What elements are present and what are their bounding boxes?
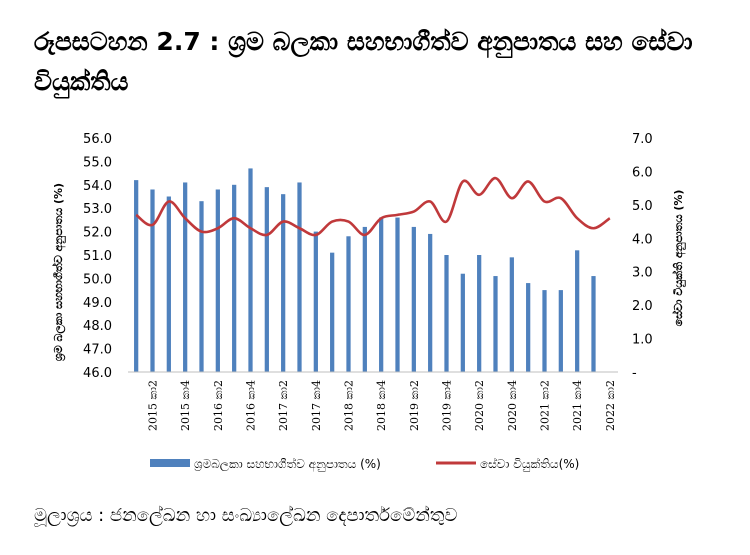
bar-25	[542, 290, 547, 372]
line-series	[135, 176, 611, 237]
x-tick-label: 2018 කා2	[343, 380, 356, 431]
left-tick-label: 47.0	[83, 343, 112, 358]
legend: ශ්‍රමබලකා සහභාගීත්ව අනුපාතය (%) සේවා විය…	[150, 457, 579, 472]
bar-23	[509, 257, 514, 372]
left-tick-label: 52.0	[83, 226, 112, 241]
chart-title: රූපසටහන 2.7 : ශ්‍රම බලකා සහභාගීත්ව අනුපා…	[34, 27, 693, 96]
bar-1	[150, 189, 155, 372]
bar-24	[526, 283, 531, 372]
left-tick-label: 56.0	[83, 132, 112, 147]
bar-series	[134, 168, 596, 372]
right-tick-label: 1.0	[632, 333, 653, 348]
bar-28	[591, 276, 596, 372]
x-tick-label: 2019 කා2	[408, 380, 421, 431]
left-tick-label: 50.0	[83, 272, 112, 287]
left-tick-label: 55.0	[83, 155, 112, 170]
x-tick-label: 2019 කා4	[441, 380, 454, 431]
bar-26	[558, 290, 563, 372]
bar-2	[166, 196, 171, 372]
bar-17	[411, 226, 416, 372]
unemployment-line	[135, 176, 611, 237]
x-tick-label: 2021 කා2	[539, 380, 552, 431]
right-tick-label: 6.0	[632, 165, 653, 180]
bar-27	[575, 250, 580, 372]
bar-5	[215, 189, 220, 372]
left-tick-label: 53.0	[83, 202, 112, 217]
x-tick-label: 2016 කා4	[245, 380, 258, 431]
x-tick-label: 2020 කා2	[473, 380, 486, 431]
right-axis-label: සේවා වියුක්ති අනුපාතය (%)	[671, 190, 687, 327]
bar-21	[477, 255, 482, 372]
x-axis-ticks: 2015 කා2 2015 කා4 2016 කා2 2016 කා4 2017 කා2…	[147, 380, 617, 431]
legend-label-line: සේවා වියුක්තිය(%)	[480, 457, 579, 472]
x-tick-label: 2017 කා4	[310, 380, 323, 431]
bar-10	[297, 182, 302, 372]
bar-8	[264, 187, 269, 372]
right-tick-label: -	[632, 366, 637, 381]
bar-3	[183, 182, 188, 372]
bar-7	[248, 168, 253, 372]
left-axis-ticks: 46.0 47.0 48.0 49.0 50.0 51.0 52.0 53.0 54.0 55.0…	[83, 132, 112, 381]
bar-14	[362, 226, 367, 372]
bar-18	[428, 233, 433, 372]
x-tick-label: 2020 කා4	[506, 380, 519, 431]
bar-12	[330, 252, 335, 372]
left-tick-label: 51.0	[83, 249, 112, 264]
bar-19	[444, 255, 449, 372]
left-tick-label: 49.0	[83, 296, 112, 311]
x-tick-label: 2015 කා4	[179, 380, 192, 431]
bar-22	[493, 276, 498, 372]
bar-4	[199, 201, 204, 372]
legend-swatch-bar	[150, 459, 190, 467]
x-tick-label: 2021 කා4	[571, 380, 584, 431]
left-tick-label: 46.0	[83, 366, 112, 381]
right-tick-label: 4.0	[632, 232, 653, 247]
bar-15	[379, 217, 384, 372]
bar-9	[281, 194, 286, 372]
chart-area: 46.0 47.0 48.0 49.0 50.0 51.0 52.0 53.0 54.0 55.0…	[51, 132, 687, 472]
x-tick-label: 2016 කා2	[212, 380, 225, 431]
bar-20	[460, 273, 465, 372]
right-axis-ticks: - 1.0 2.0 3.0 4.0 5.0 6.0 7.0	[632, 132, 653, 381]
legend-label-bar: ශ්‍රමබලකා සහභාගීත්ව අනුපාතය (%)	[194, 457, 381, 472]
x-tick-label: 2015 කා2	[147, 380, 160, 431]
left-tick-label: 54.0	[83, 179, 112, 194]
bar-16	[395, 217, 400, 372]
right-tick-label: 7.0	[632, 132, 653, 147]
bar-6	[232, 184, 237, 372]
x-tick-label: 2022 කා2	[604, 380, 617, 431]
right-tick-label: 2.0	[632, 299, 653, 314]
x-tick-label: 2017 කා2	[277, 380, 290, 431]
source-note: මූලාශ්‍රය : ජනලේඛන හා සංඛ්‍යාලේඛන දෙපාර්…	[34, 505, 458, 526]
bar-11	[313, 231, 318, 372]
left-tick-label: 48.0	[83, 319, 112, 334]
bar-13	[346, 236, 351, 372]
right-tick-label: 3.0	[632, 266, 653, 281]
right-tick-label: 5.0	[632, 199, 653, 214]
left-axis-label: ශ්‍රම බලකා සහභාගීත්ව අනුපාතය (%)	[51, 183, 67, 361]
x-tick-label: 2018 කා4	[375, 380, 388, 431]
bar-0	[134, 180, 139, 372]
